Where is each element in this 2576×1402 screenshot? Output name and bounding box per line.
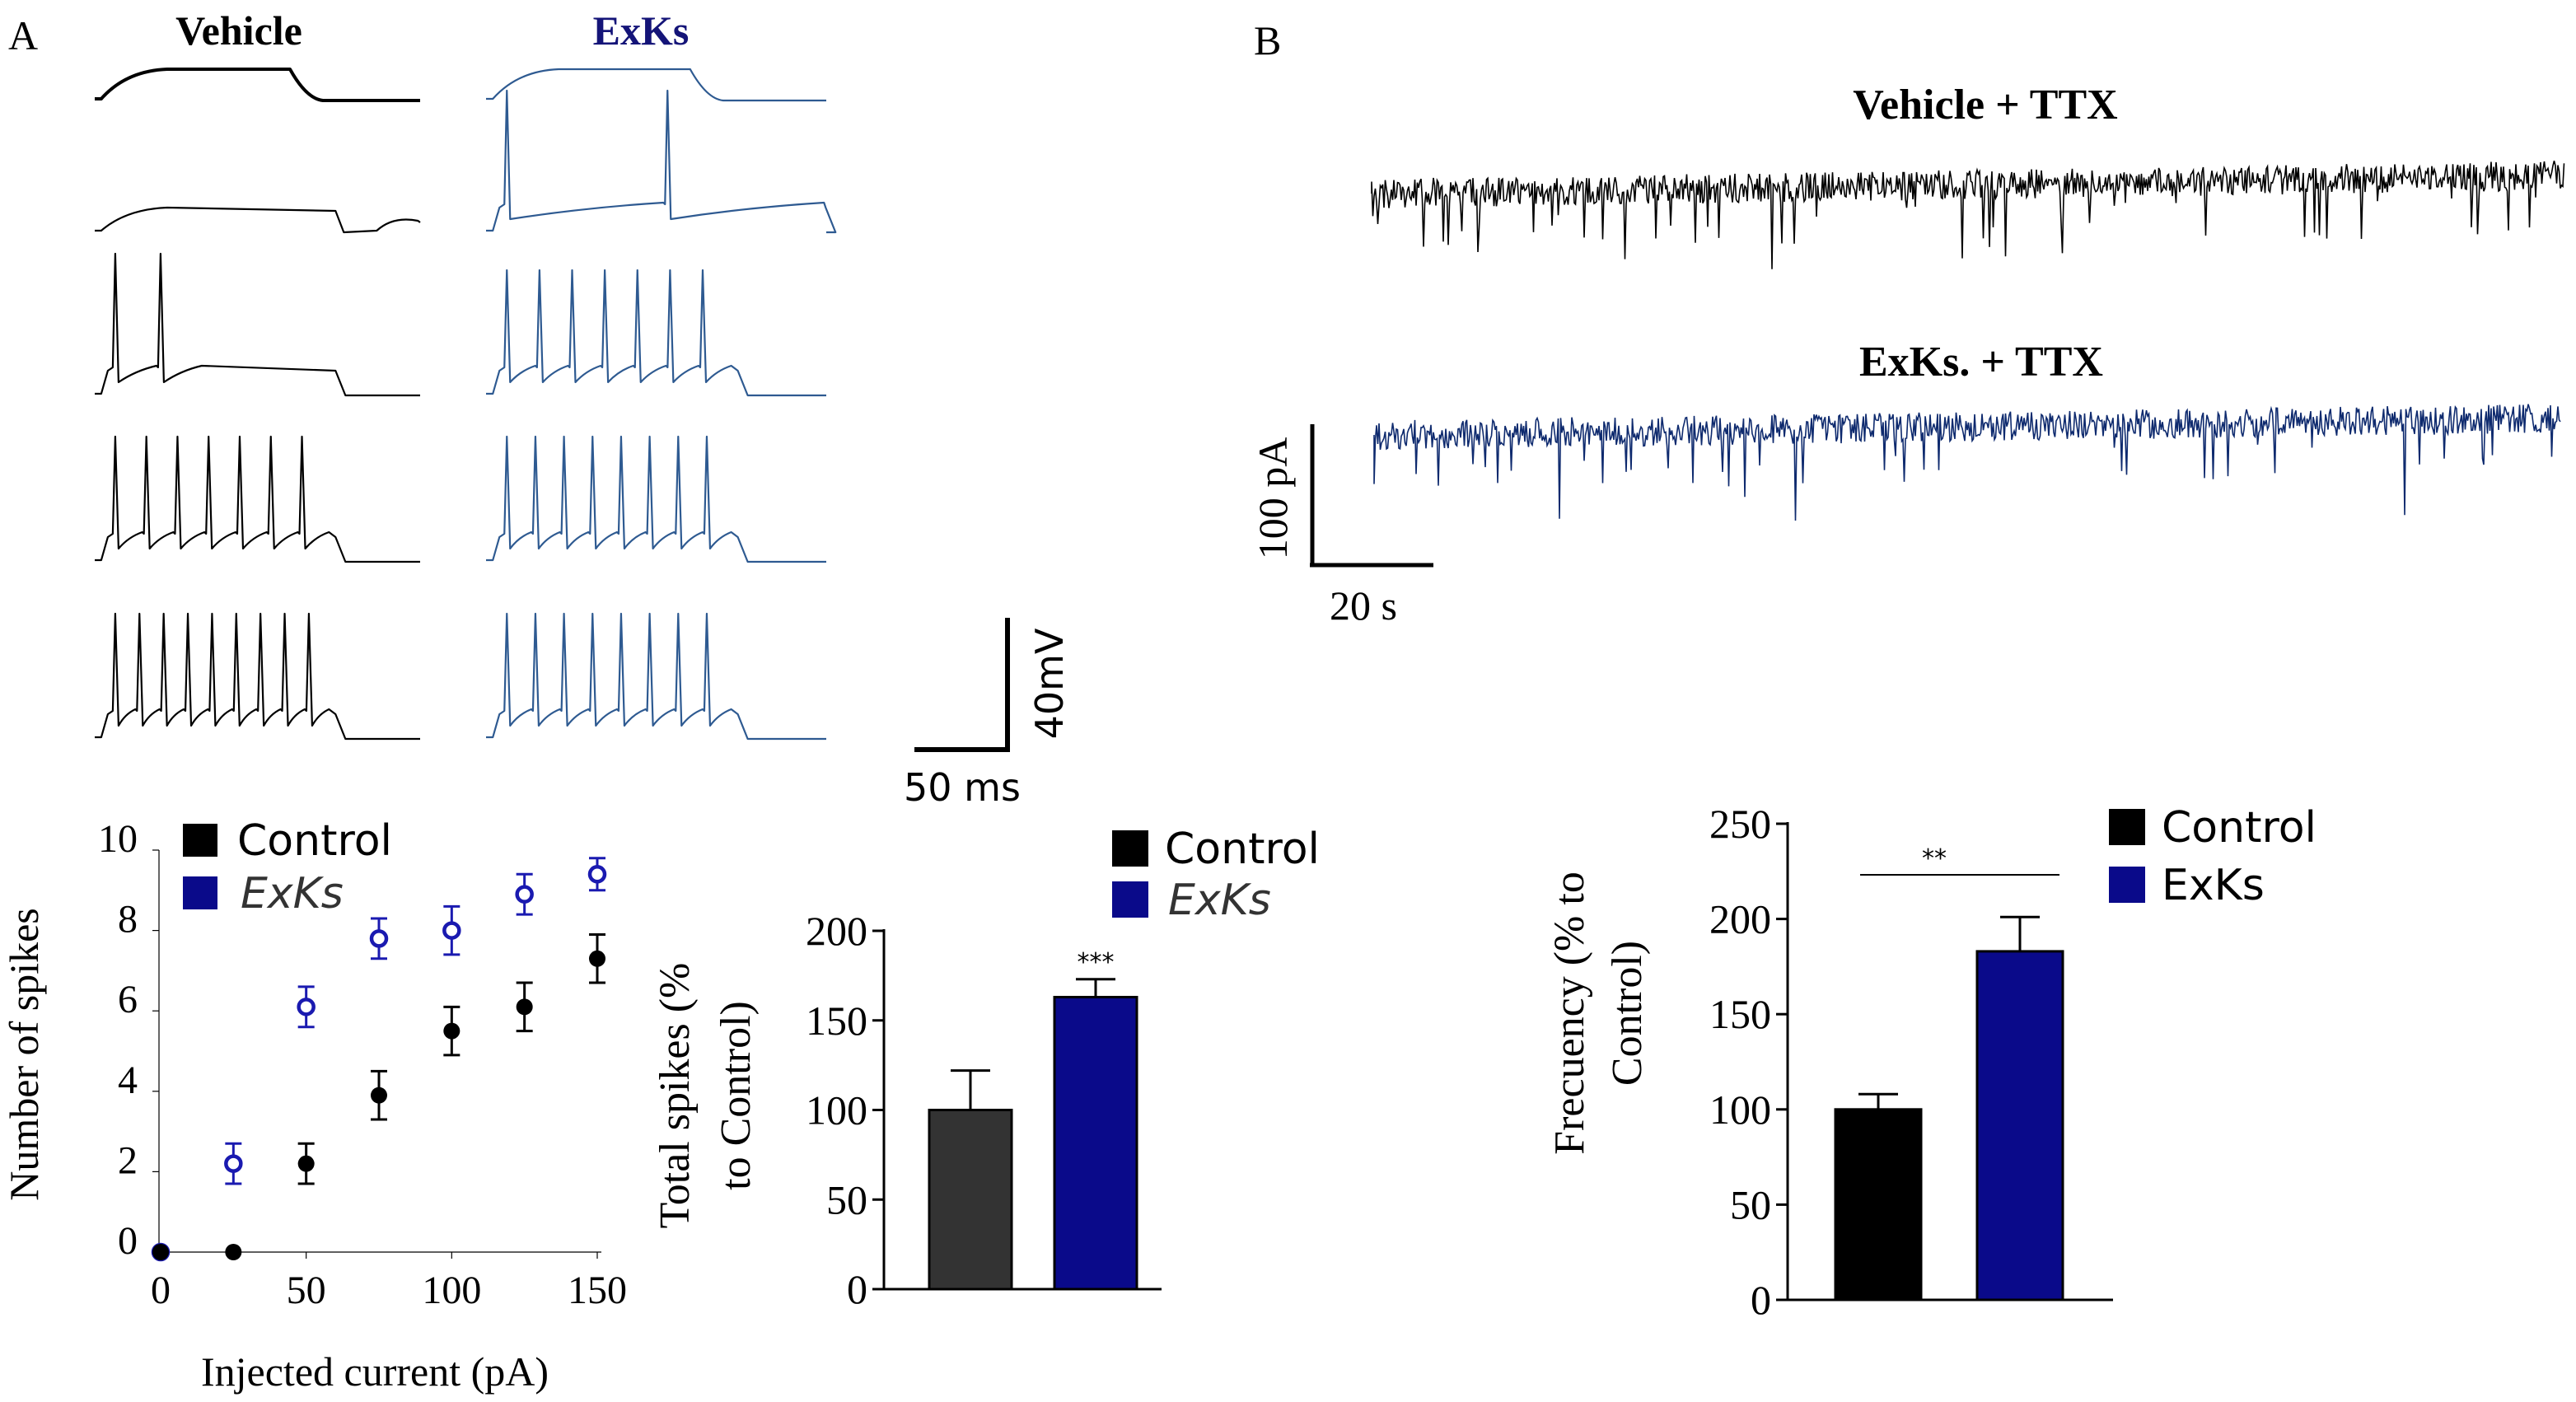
legend-exks-label: ExKs <box>1168 876 1271 925</box>
y-tick-label: 0 <box>1751 1277 1771 1323</box>
panel-label-a: A <box>8 12 38 58</box>
current-scale-bar <box>1310 424 1433 568</box>
exks-trace-row-1 <box>486 68 826 102</box>
legend-exks-swatch <box>183 876 217 909</box>
voltage-scale-bar <box>914 618 1010 752</box>
y-tick-label: 0 <box>847 1266 867 1312</box>
legend-control-swatch <box>1112 830 1148 867</box>
control-data-point <box>297 1155 315 1172</box>
y-tick-label: 250 <box>1709 801 1771 847</box>
scale-bar-voltage-label: 40mV <box>1027 628 1072 739</box>
y-axis-label-line-2: Control) <box>1604 941 1651 1086</box>
control-data-point <box>225 1244 242 1260</box>
exks-trace-row-3 <box>486 269 826 397</box>
y-tick-label: 50 <box>826 1176 867 1222</box>
scale-bar-current-label: 100 pA <box>1250 437 1296 560</box>
control-data-point <box>443 1022 461 1040</box>
x-axis-label: Injected current (pA) <box>201 1348 549 1395</box>
x-tick-label: 50 <box>287 1269 326 1312</box>
control-data-point <box>152 1244 169 1260</box>
y-tick-label: 50 <box>1730 1181 1771 1227</box>
control-data-point <box>516 998 533 1016</box>
y-tick-label: 200 <box>1709 896 1771 942</box>
legend-exks-label: ExKs <box>241 869 344 918</box>
vehicle-traces-title: Vehicle <box>175 7 302 54</box>
x-tick-label: 100 <box>422 1269 481 1312</box>
legend-control-swatch <box>2109 809 2145 845</box>
control-data-point <box>589 950 605 967</box>
control-data-point <box>371 1087 387 1104</box>
legend-exks-swatch <box>1112 881 1148 918</box>
spikes-vs-current-chart: 0 50 100 150 0 2 4 6 8 10 Injected current (pA) Num… <box>1 816 627 1395</box>
y-tick-label: 8 <box>118 898 138 942</box>
exks-data-point <box>297 998 316 1016</box>
y-axis-label-line-2: to Control) <box>713 1001 760 1190</box>
current-clamp-traces <box>95 68 837 741</box>
y-tick-label: 100 <box>1709 1087 1771 1133</box>
y-tick-label: 150 <box>806 998 867 1044</box>
vehicle-ttx-title: Vehicle + TTX <box>1853 82 2117 129</box>
y-tick-label: 0 <box>118 1219 138 1263</box>
exks-data-point <box>442 921 461 940</box>
vehicle-trace-row-4 <box>95 435 420 563</box>
bar-exks <box>1053 995 1138 1291</box>
scale-bar-time-label: 50 ms <box>904 765 1021 810</box>
legend-exks-swatch <box>2109 867 2145 903</box>
total-spikes-bar-chart: 0 50 100 150 200 Total spikes (% to Control) **… <box>652 825 1320 1312</box>
exks-data-point <box>224 1154 243 1173</box>
x-tick-label: 0 <box>151 1269 171 1312</box>
bar-control <box>928 1109 1013 1291</box>
legend-control-label: Control <box>2162 803 2317 853</box>
legend-exks-label: ExKs <box>2162 861 2265 910</box>
vehicle-trace-row-1 <box>95 68 420 102</box>
y-tick-label: 4 <box>118 1059 138 1102</box>
y-tick-label: 10 <box>98 817 138 861</box>
vehicle-trace-row-3 <box>95 252 420 397</box>
exks-data-point <box>587 865 607 884</box>
exks-data-point <box>369 929 389 948</box>
voltage-clamp-traces <box>1371 161 2565 521</box>
bar-control <box>1834 1108 1923 1302</box>
vehicle-ttx-trace <box>1371 161 2565 269</box>
exks-trace-row-5 <box>486 612 826 741</box>
scale-bar-time-label-b: 20 s <box>1330 582 1397 629</box>
bar-exks <box>1975 950 2064 1302</box>
y-tick-label: 2 <box>118 1138 138 1182</box>
y-tick-label: 150 <box>1709 991 1771 1037</box>
y-axis-label: Number of spikes <box>1 908 47 1201</box>
legend-control-swatch <box>183 824 217 857</box>
y-tick-label: 200 <box>806 908 867 954</box>
exks-trace-row-2 <box>486 89 837 234</box>
vehicle-trace-row-2 <box>95 206 421 234</box>
x-tick-label: 150 <box>568 1269 627 1312</box>
exks-ttx-trace <box>1373 404 2561 521</box>
y-axis-label-line-1: Frecuency (% to <box>1546 872 1593 1155</box>
legend-control-label: Control <box>1165 825 1320 874</box>
significance-marker: *** <box>1078 948 1115 977</box>
exks-traces-title: ExKs <box>593 7 690 54</box>
vehicle-trace-row-5 <box>95 612 420 741</box>
exks-ttx-title: ExKs. + TTX <box>1859 339 2103 386</box>
legend-control-label: Control <box>237 816 392 866</box>
y-tick-label: 100 <box>806 1087 867 1133</box>
y-axis-label-line-1: Total spikes (% <box>652 963 699 1229</box>
panel-label-b: B <box>1254 17 1281 63</box>
exks-trace-row-4 <box>486 435 826 563</box>
significance-marker: ** <box>1922 844 1947 873</box>
frequency-bar-chart: 0 50 100 150 200 250 Frecuency (% to Control) **… <box>1546 801 2317 1323</box>
y-tick-label: 6 <box>118 978 138 1021</box>
exks-data-point <box>515 885 534 904</box>
